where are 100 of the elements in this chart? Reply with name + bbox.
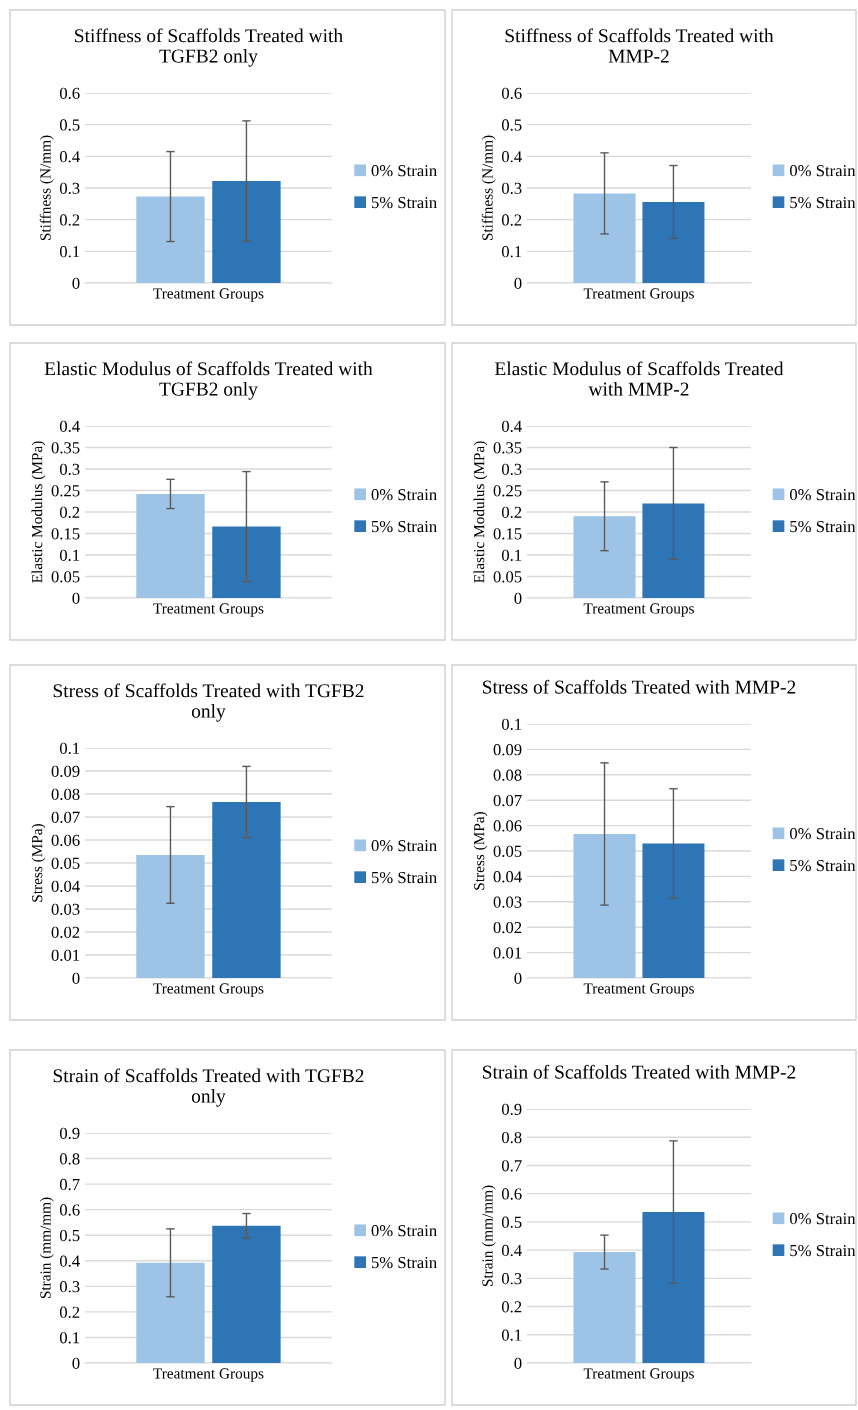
y-tick-label: 0.6 — [59, 1204, 80, 1216]
y-tick-label: 0 — [514, 972, 522, 984]
y-tick-label: 0.02 — [493, 921, 522, 934]
y-tick-label: 0.04 — [493, 871, 522, 883]
y-tick-label: 0.4 — [59, 420, 80, 433]
legend-label: 5% Strain — [371, 196, 437, 209]
legend-label: 5% Strain — [790, 196, 856, 209]
y-tick-label: 0.5 — [501, 1216, 522, 1228]
x-tick-label: Treatment Groups — [583, 288, 694, 302]
y-tick-label: 0.8 — [501, 1131, 522, 1144]
y-axis-title: Stress (MPa) — [473, 811, 488, 890]
y-tick-label: 0.5 — [59, 1229, 80, 1242]
y-tick-label: 0.3 — [59, 1281, 80, 1293]
y-tick-label: 0.2 — [59, 1306, 80, 1318]
y-tick-label: 0.04 — [51, 880, 80, 893]
y-tick-label: 0.6 — [501, 1188, 522, 1200]
y-tick-label: 0.05 — [51, 857, 80, 870]
y-tick-label: 0.7 — [501, 1160, 522, 1172]
y-tick-label: 0.2 — [59, 506, 80, 519]
chart-title: Stress of Scaffolds Treated with TGFB2 only — [53, 683, 364, 722]
y-tick-label: 0.35 — [493, 442, 522, 454]
y-tick-label: 0.06 — [51, 834, 80, 847]
chart-title: Elastic Modulus of Scaffolds Treated with MMP-2 — [494, 361, 784, 396]
y-tick-label: 0.25 — [493, 485, 522, 497]
chart-title: Stiffness of Scaffolds Treated with MMP-2 — [505, 28, 774, 63]
legend-label: 5% Strain — [371, 871, 437, 884]
x-tick-label: Treatment Groups — [153, 983, 264, 997]
y-tick-label: 0.35 — [51, 442, 80, 454]
x-tick-label: Treatment Groups — [583, 1368, 694, 1382]
y-tick-label: 0.03 — [493, 896, 522, 908]
y-tick-label: 0.05 — [493, 571, 522, 583]
y-tick-label: 0.6 — [501, 87, 522, 100]
y-tick-label: 0 — [72, 1357, 80, 1369]
y-tick-label: 0.1 — [501, 1329, 522, 1341]
y-tick-label: 0.1 — [501, 718, 522, 731]
legend-label: 0% Strain — [371, 489, 437, 501]
y-tick-label: 0.02 — [51, 926, 80, 939]
chart-title: Stiffness of Scaffolds Treated with TGFB2 only — [75, 28, 343, 67]
y-tick-label: 0 — [72, 592, 80, 604]
y-tick-label: 0.5 — [59, 119, 80, 131]
legend-label: 0% Strain — [789, 1213, 856, 1225]
y-tick-label: 0.6 — [59, 87, 80, 100]
y-axis-title: Strain (mm/mm) — [481, 1185, 496, 1287]
y-tick-label: 0.01 — [493, 947, 522, 959]
y-tick-label: 0.15 — [493, 528, 522, 540]
legend-label: 0% Strain — [371, 840, 437, 852]
x-tick-label: Treatment Groups — [153, 1368, 264, 1382]
legend-label: 5% Strain — [790, 859, 856, 872]
y-tick-label: 0.3 — [501, 1273, 522, 1285]
y-tick-label: 0.1 — [59, 549, 80, 562]
y-tick-label: 0 — [514, 592, 522, 604]
y-tick-label: 0.3 — [501, 182, 522, 195]
y-axis-title: Strain (mm/mm) — [39, 1197, 54, 1299]
chart-title: Elastic Modulus of Scaffolds Treated with TGFB2 only — [44, 361, 373, 400]
y-tick-label: 0.07 — [51, 811, 80, 824]
y-tick-label: 0.3 — [501, 463, 522, 476]
y-tick-label: 0.25 — [51, 485, 80, 497]
y-tick-label: 0.1 — [501, 246, 522, 258]
y-tick-label: 0 — [514, 1357, 522, 1369]
x-tick-label: Treatment Groups — [153, 288, 264, 302]
y-tick-label: 0.4 — [501, 420, 522, 433]
y-tick-label: 0.7 — [59, 1178, 80, 1191]
y-axis-title: Stiffness (N/mm) — [481, 135, 496, 241]
y-tick-label: 0.3 — [59, 463, 80, 476]
legend-label: 0% Strain — [371, 165, 437, 177]
y-tick-label: 0.08 — [51, 788, 80, 801]
y-tick-label: 0.15 — [51, 528, 80, 540]
legend-label: 0% Strain — [371, 1225, 437, 1237]
legend-label: 0% Strain — [789, 828, 856, 840]
y-axis-title: Elastic Modulus (MPa) — [473, 441, 488, 583]
y-tick-label: 0.03 — [51, 903, 80, 916]
y-tick-label: 0.4 — [59, 151, 80, 163]
legend-label: 5% Strain — [790, 1244, 856, 1257]
chart-title: Strain of Scaffolds Treated with TGFB2 only — [53, 1068, 364, 1107]
y-tick-label: 0.09 — [493, 744, 522, 756]
y-tick-label: 0.4 — [501, 151, 522, 163]
legend-label: 5% Strain — [371, 520, 437, 533]
y-tick-label: 0.9 — [501, 1103, 522, 1116]
y-tick-label: 0.1 — [59, 1332, 80, 1344]
legend-label: 0% Strain — [789, 165, 856, 177]
legend-label: 5% Strain — [790, 520, 856, 533]
x-tick-label: Treatment Groups — [153, 603, 264, 617]
y-tick-label: 0.1 — [59, 246, 80, 258]
y-tick-label: 0.2 — [501, 1301, 522, 1313]
y-tick-label: 0.3 — [59, 182, 80, 195]
y-axis-title: Elastic Modulus (MPa) — [31, 441, 46, 583]
y-tick-label: 0.4 — [59, 1255, 80, 1267]
y-tick-label: 0.1 — [501, 549, 522, 562]
y-axis-title: Stress (MPa) — [31, 823, 46, 902]
y-tick-label: 0.1 — [59, 742, 80, 755]
y-tick-label: 0.2 — [501, 214, 522, 226]
y-tick-label: 0.8 — [59, 1153, 80, 1165]
y-tick-label: 0 — [72, 972, 80, 984]
chart-title: Strain of Scaffolds Treated with MMP-2 — [483, 1064, 796, 1079]
y-tick-label: 0.07 — [493, 794, 522, 807]
y-tick-label: 0.09 — [51, 765, 80, 778]
x-tick-label: Treatment Groups — [583, 603, 694, 617]
legend-label: 5% Strain — [371, 1256, 437, 1269]
y-tick-label: 0.05 — [51, 571, 80, 583]
x-tick-label: Treatment Groups — [583, 983, 694, 997]
